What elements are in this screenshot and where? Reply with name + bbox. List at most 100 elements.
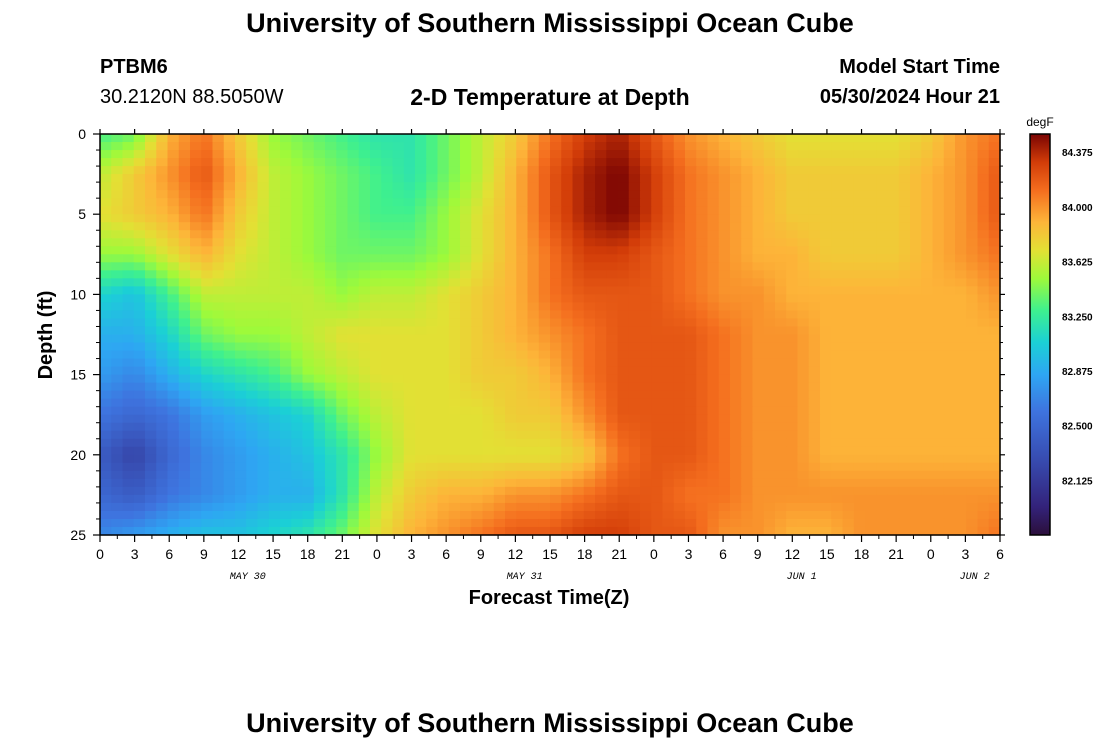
heat-cell xyxy=(358,334,371,344)
heat-cell xyxy=(100,510,112,520)
heat-cell xyxy=(876,350,889,360)
heat-cell xyxy=(268,318,281,328)
heat-cell xyxy=(865,326,877,336)
heat-cell xyxy=(201,150,214,159)
heat-cell xyxy=(223,238,236,247)
heat-cell xyxy=(820,182,832,191)
heat-cell xyxy=(921,230,934,239)
heat-cell xyxy=(201,246,214,255)
heat-cell xyxy=(763,198,776,207)
heat-cell xyxy=(932,438,945,448)
heat-cell xyxy=(133,366,146,376)
heat-cell xyxy=(853,134,866,143)
heat-cell xyxy=(617,454,630,464)
heat-cell xyxy=(673,294,686,304)
heat-cell xyxy=(730,198,742,207)
x-tick-label: 3 xyxy=(408,546,416,562)
heat-cell xyxy=(730,438,742,448)
heat-cell xyxy=(696,222,709,231)
heat-cell xyxy=(977,414,990,424)
heat-cell xyxy=(718,278,731,287)
heat-cell xyxy=(122,390,135,400)
heat-cell xyxy=(246,142,259,151)
x-tick-label: 9 xyxy=(477,546,485,562)
heat-cell xyxy=(921,174,934,183)
heat-cell xyxy=(617,334,630,344)
heat-cell xyxy=(876,518,889,528)
heat-cell xyxy=(415,262,427,271)
heat-cell xyxy=(358,294,371,304)
heat-cell xyxy=(471,342,484,352)
heat-cell xyxy=(246,398,259,408)
heat-cell xyxy=(820,254,832,263)
heat-cell xyxy=(640,318,652,328)
heat-cell xyxy=(246,182,259,191)
heat-cell xyxy=(977,294,990,304)
heat-cell xyxy=(403,190,416,199)
heat-cell xyxy=(448,478,461,488)
heat-cell xyxy=(842,422,855,432)
heat-cell xyxy=(752,206,765,215)
heat-cell xyxy=(291,238,304,247)
heat-cell xyxy=(167,390,180,400)
heat-cell xyxy=(786,262,799,271)
heat-cell xyxy=(178,438,191,448)
heat-cell xyxy=(707,134,720,143)
heat-cell xyxy=(426,326,439,336)
heat-cell xyxy=(100,398,112,408)
heat-cell xyxy=(752,462,765,472)
heat-cell xyxy=(673,286,686,295)
heat-cell xyxy=(145,222,157,231)
heat-cell xyxy=(775,518,787,528)
heat-cell xyxy=(313,302,326,312)
heat-cell xyxy=(876,430,889,440)
heat-cell xyxy=(100,222,112,231)
heat-cell xyxy=(167,206,180,215)
heat-cell xyxy=(583,406,596,416)
heat-cell xyxy=(122,246,135,255)
heat-cell xyxy=(583,526,596,536)
heat-cell xyxy=(201,430,214,440)
heat-cell xyxy=(898,134,911,143)
heat-cell xyxy=(145,230,157,239)
heat-cell xyxy=(235,158,247,167)
heat-cell xyxy=(865,470,877,480)
heat-cell xyxy=(246,502,259,512)
heat-cell xyxy=(910,470,922,480)
heat-cell xyxy=(718,294,731,304)
heat-cell xyxy=(246,166,259,175)
heat-cell xyxy=(842,150,855,159)
heat-cell xyxy=(291,494,304,504)
heat-cell xyxy=(808,294,821,304)
heat-cell xyxy=(595,350,607,360)
heat-cell xyxy=(516,134,529,143)
heat-cell xyxy=(358,358,371,368)
heat-cell xyxy=(471,350,484,360)
heat-cell xyxy=(257,182,270,191)
heat-cell xyxy=(651,190,664,199)
heat-cell xyxy=(842,294,855,304)
heat-cell xyxy=(370,278,382,287)
heat-cell xyxy=(291,462,304,472)
heat-cell xyxy=(898,502,911,512)
heat-cell xyxy=(673,406,686,416)
heat-cell xyxy=(223,470,236,480)
heat-cell xyxy=(820,454,832,464)
heat-cell xyxy=(887,398,900,408)
heat-cell xyxy=(977,262,990,271)
heat-cell xyxy=(685,166,697,175)
heat-cell xyxy=(133,246,146,255)
heat-cell xyxy=(370,414,382,424)
heat-cell xyxy=(572,342,585,352)
heat-cell xyxy=(842,462,855,472)
heat-cell xyxy=(448,190,461,199)
heat-cell xyxy=(336,358,349,368)
heat-cell xyxy=(977,166,990,175)
heat-cell xyxy=(887,526,900,536)
heat-cell xyxy=(482,518,495,528)
heat-cell xyxy=(606,454,619,464)
heat-cell xyxy=(932,198,945,207)
heat-cell xyxy=(550,518,562,528)
heat-cell xyxy=(617,230,630,239)
heat-cell xyxy=(415,238,427,247)
